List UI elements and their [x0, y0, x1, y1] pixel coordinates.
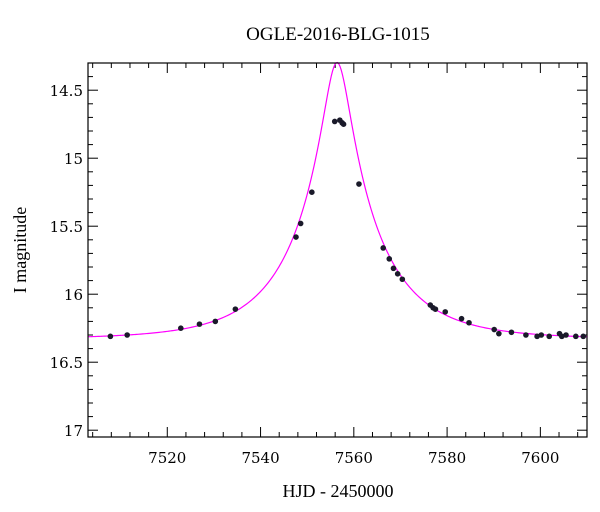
y-tick-label: 15.5	[50, 218, 83, 236]
data-point	[491, 326, 497, 333]
data-point	[212, 318, 219, 325]
data-point	[523, 332, 529, 338]
data-point	[508, 329, 515, 336]
data-point	[297, 220, 304, 227]
x-axis-label: HJD - 2450000	[283, 481, 394, 501]
data-point	[390, 265, 397, 272]
data-point	[546, 333, 553, 340]
data-point	[466, 319, 472, 326]
model-curve-group	[87, 61, 588, 338]
data-point	[442, 309, 449, 315]
data-point	[178, 325, 184, 332]
data-points-group	[107, 117, 587, 340]
data-point	[331, 118, 338, 125]
data-point	[538, 332, 545, 338]
data-point	[573, 333, 579, 340]
x-tick-label: 7560	[335, 449, 373, 467]
data-point	[496, 330, 502, 337]
data-point	[340, 121, 347, 127]
data-point	[386, 256, 393, 262]
data-point	[309, 189, 315, 195]
data-point	[458, 315, 465, 322]
x-tick-label: 7520	[148, 449, 186, 467]
data-point	[580, 333, 587, 340]
data-point	[232, 306, 239, 312]
y-tick-label: 16.5	[50, 354, 83, 372]
y-tick-label: 14.5	[50, 82, 83, 100]
data-point	[432, 306, 439, 312]
plot-frame	[87, 62, 588, 438]
data-point	[356, 181, 362, 187]
data-point	[380, 245, 387, 251]
data-point	[107, 333, 114, 340]
data-point	[563, 332, 569, 338]
chart-title: OGLE-2016-BLG-1015	[246, 24, 430, 45]
data-point	[196, 321, 203, 327]
y-tick-label: 17	[64, 422, 83, 440]
data-point	[293, 234, 299, 240]
data-point	[394, 271, 401, 277]
x-tick-label: 7580	[428, 449, 466, 467]
x-tick-label: 7600	[521, 449, 559, 467]
y-axis-label: I magnitude	[10, 207, 30, 293]
y-tick-label: 16	[64, 286, 83, 304]
model-curve	[87, 61, 588, 338]
x-tick-label: 7540	[241, 449, 279, 467]
y-tick-label: 15	[64, 150, 83, 168]
data-point	[399, 276, 406, 283]
data-point	[124, 332, 130, 338]
axis-ticks: 7520 7540 7560 7580 7600 14.5 15 15.5 16 16.5 17	[50, 62, 587, 467]
